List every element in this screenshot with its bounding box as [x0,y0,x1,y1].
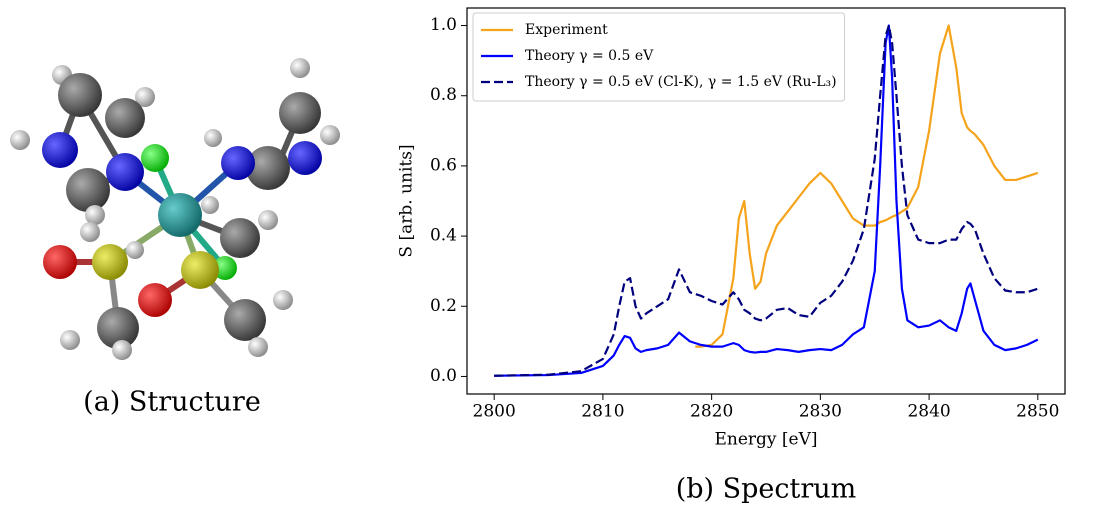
legend-label: Theory γ = 0.5 eV (Cl-K), γ = 1.5 eV (Ru… [525,74,837,90]
y-tick-label: 0.0 [430,366,457,386]
x-tick-label: 2850 [1016,402,1059,422]
molecule [10,58,340,360]
legend: Experiment Theory γ = 0.5 eV Theory γ = 0.… [473,13,845,101]
y-tick-label: 0.4 [430,226,457,246]
caption: (b) Spectrum [676,474,857,505]
y-tick-label: 0.8 [430,85,457,105]
y-tick-label: 0.6 [430,155,457,175]
x-axis-label: Energy [eV] [714,430,817,450]
x-tick-label: 2800 [473,402,516,422]
x-tick-label: 2830 [799,402,842,422]
caption: (a) Structure [83,387,261,418]
page: (a) Structure (b) Spectrum Energy [eV] S… [0,0,1094,506]
x-tick-label: 2820 [690,402,733,422]
x-tick-label: 2840 [907,402,950,422]
figure: (a) Structure (b) Spectrum Energy [eV] S… [0,0,1094,506]
y-tick-label: 0.2 [430,296,457,316]
y-tick-label: 1.0 [430,15,457,35]
legend-label: Experiment [525,22,608,38]
legend-label: Theory γ = 0.5 eV [525,48,654,64]
y-axis-label: S [arb. units] [397,144,417,257]
x-tick-label: 2810 [581,402,624,422]
